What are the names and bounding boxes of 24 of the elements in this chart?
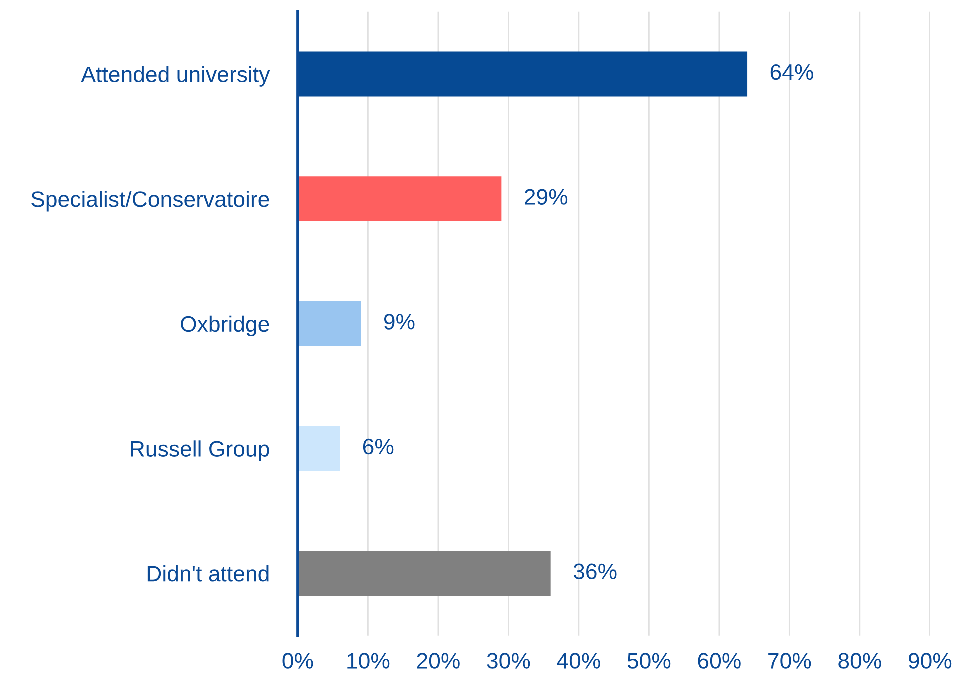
data-label: 9%: [384, 314, 415, 330]
x-tick-label: 70%: [768, 653, 812, 669]
data-label: 64%: [770, 64, 814, 80]
y-tick-label: Didn't attend: [148, 565, 269, 582]
x-tick-label: 20%: [417, 653, 460, 669]
y-tick-label: Oxbridge: [181, 316, 270, 337]
x-tick-label: 40%: [557, 653, 600, 669]
bar: [298, 301, 362, 346]
y-tick-label: Russell Group: [131, 440, 270, 462]
y-tick-label: Specialist/Conservatoire: [32, 190, 270, 212]
x-tick-label: 10%: [348, 653, 390, 669]
bar: [298, 551, 551, 596]
y-tick-label: Attended university: [81, 66, 270, 87]
bar: [298, 176, 502, 222]
x-tick-label: 0%: [282, 653, 314, 669]
x-tick-label: 50%: [628, 653, 671, 669]
data-label: 36%: [574, 564, 617, 580]
data-label: 29%: [525, 189, 568, 206]
x-tick-label: 60%: [698, 653, 741, 669]
x-tick-label: 90%: [908, 653, 952, 669]
data-label: 6%: [363, 438, 394, 455]
bar: [298, 426, 340, 472]
x-tick-label: 30%: [487, 653, 530, 669]
x-tick-label: 80%: [838, 653, 882, 669]
